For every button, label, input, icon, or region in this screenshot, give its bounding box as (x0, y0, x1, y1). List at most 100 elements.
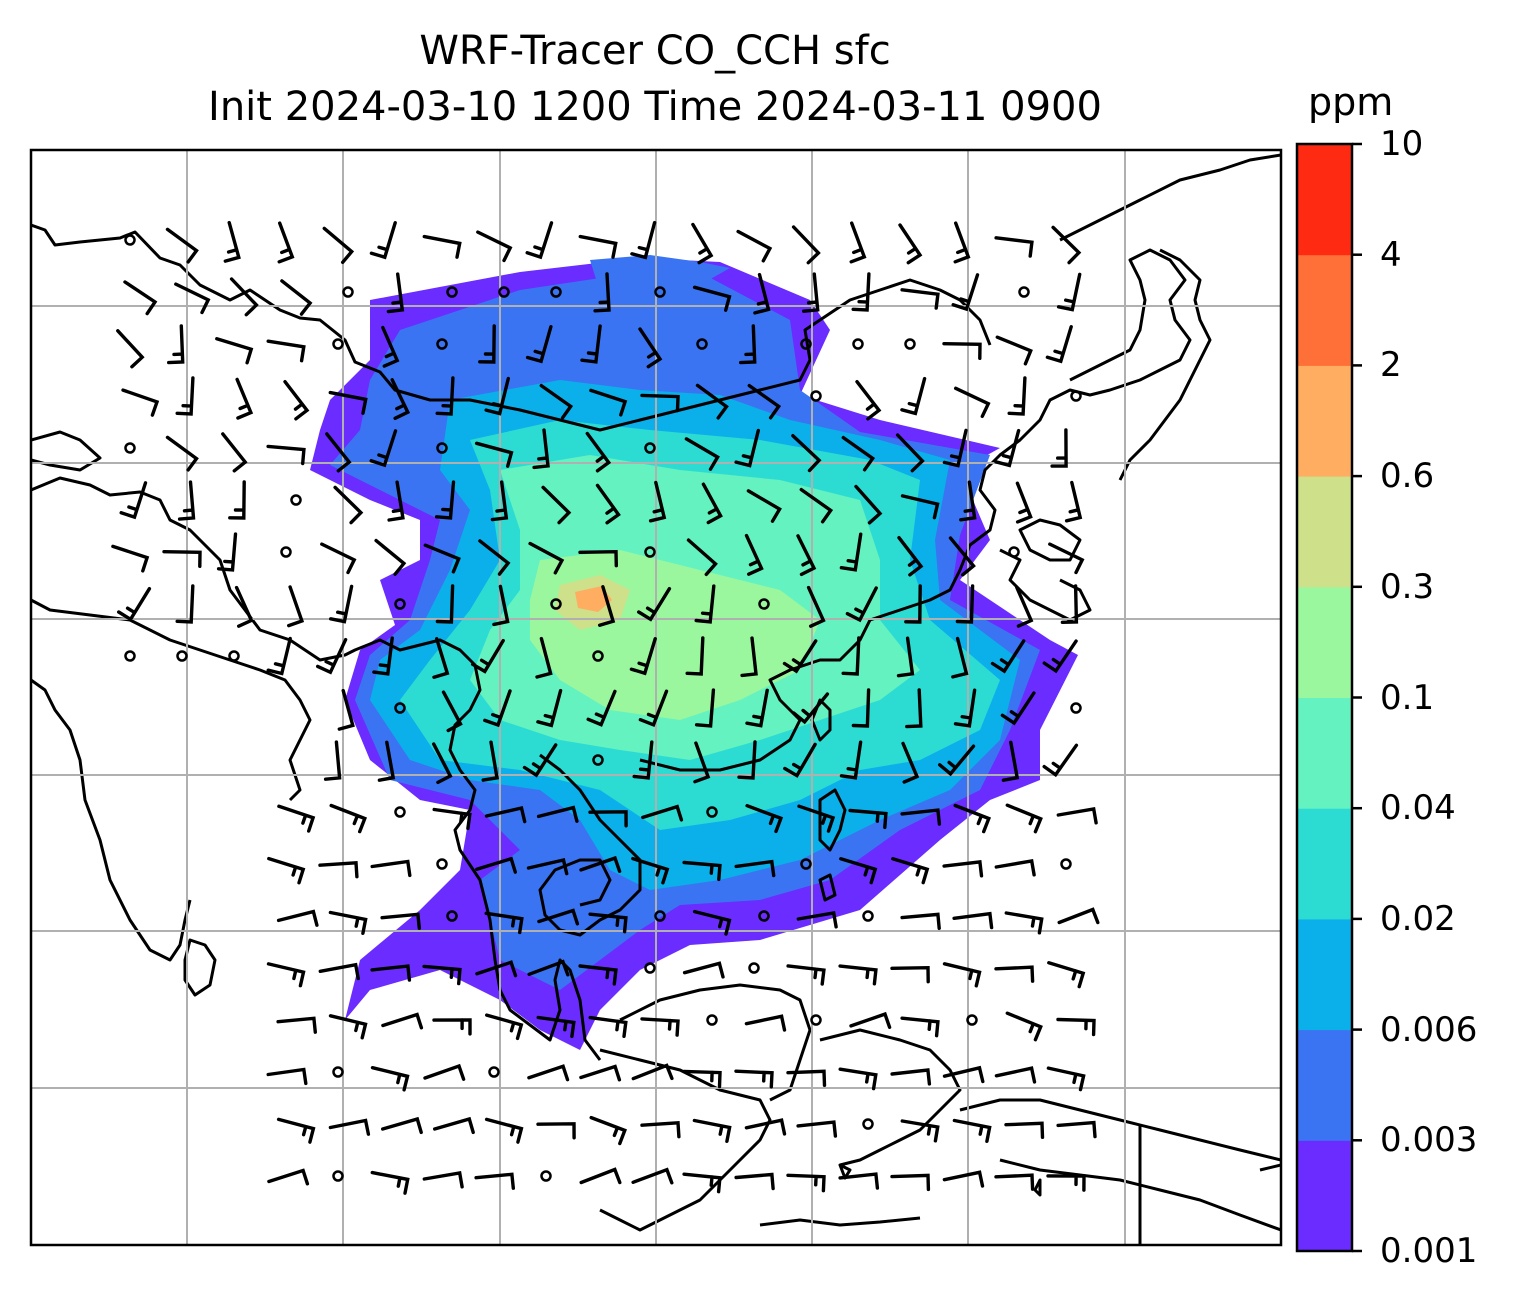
wind-barb (111, 544, 150, 573)
wind-barb (235, 377, 254, 420)
wind-barb (380, 912, 421, 930)
wind-barb (328, 910, 368, 935)
wind-barb (387, 480, 405, 522)
wind-barb (641, 804, 684, 822)
wind-barb (692, 285, 732, 312)
calm-wind-marker (644, 962, 656, 974)
calm-wind-marker (124, 234, 136, 246)
wind-barb (686, 538, 718, 577)
wind-barb (117, 587, 152, 622)
colorbar-tick-label: 0.003 (1380, 1120, 1478, 1161)
colorbar-tick-label: 4 (1380, 234, 1402, 275)
wind-barb (527, 1064, 570, 1082)
coastlines (31, 153, 1281, 1245)
calm-wind-marker (654, 286, 666, 298)
wind-barb (381, 1116, 423, 1135)
wind-barb (165, 227, 199, 264)
wind-barb (802, 272, 820, 313)
wind-barb (1015, 585, 1034, 628)
wind-barb (234, 585, 254, 628)
wind-barb (1064, 480, 1083, 523)
wind-barb (693, 741, 711, 784)
colorbar-swatch (1297, 144, 1352, 256)
wind-barb (786, 1173, 826, 1193)
wind-barb (938, 744, 976, 777)
calm-wind-marker (228, 650, 240, 662)
calm-wind-marker (1060, 858, 1072, 870)
calm-wind-marker (592, 754, 604, 766)
colorbar-swatch (1297, 476, 1352, 588)
wind-barb (229, 277, 259, 317)
wind-barb (589, 388, 628, 417)
wind-barb (484, 805, 527, 824)
wind-barb (1000, 691, 1036, 726)
wind-barb (900, 912, 941, 930)
wind-barb (845, 586, 878, 623)
calm-wind-marker (592, 650, 604, 662)
wind-barb (746, 489, 782, 523)
wind-barb (167, 324, 185, 365)
wind-barb (266, 444, 306, 466)
wind-barb (370, 859, 412, 878)
wind-barb (631, 856, 670, 885)
wind-barb (900, 1016, 940, 1038)
wind-barb (648, 480, 667, 523)
wind-barb (485, 1013, 524, 1041)
calm-wind-marker (800, 858, 812, 870)
wind-barb (593, 272, 611, 313)
wind-barb (900, 494, 940, 520)
wind-barb (838, 1067, 878, 1091)
wind-barb (539, 383, 574, 420)
calm-wind-marker (862, 1118, 874, 1130)
wind-barb (532, 428, 550, 470)
calm-wind-marker (904, 338, 916, 350)
wind-barb (630, 220, 657, 260)
wind-barb (1004, 911, 1044, 935)
wind-barb (595, 483, 621, 525)
wind-barb (942, 1065, 985, 1084)
wind-barb (329, 803, 368, 834)
colorbar-swatch (1297, 586, 1352, 698)
wind-barb (177, 480, 196, 521)
wind-barb (734, 1069, 774, 1089)
wind-barb (1042, 639, 1078, 674)
calm-wind-marker (758, 598, 770, 610)
wind-barb (381, 1012, 424, 1030)
calm-wind-marker (446, 910, 458, 922)
wind-barb (266, 636, 292, 676)
wind-barb (433, 1116, 475, 1135)
wind-barb (328, 1118, 371, 1136)
wind-barb (370, 1066, 410, 1092)
colorbar-tick-label: 0.04 (1380, 788, 1456, 829)
wind-barb (890, 965, 930, 984)
colorbar-tick-label: 0.02 (1380, 898, 1456, 939)
wind-barb (266, 339, 306, 363)
wind-barb (390, 378, 411, 420)
wind-barb (123, 280, 158, 316)
colorbar-tick-label: 0.006 (1380, 1009, 1478, 1050)
wind-barb (744, 1118, 787, 1136)
wind-barb (994, 965, 1035, 983)
wind-barb (528, 541, 565, 575)
calm-wind-marker (966, 1014, 978, 1026)
wind-barb (898, 223, 923, 265)
calm-wind-marker (332, 1066, 344, 1078)
wind-barb (329, 584, 354, 624)
wind-barb (994, 236, 1034, 258)
wind-barb (1056, 807, 1098, 825)
wind-barb (990, 639, 1026, 674)
wind-barb (476, 230, 513, 263)
calm-wind-marker (644, 546, 656, 558)
wind-barb (692, 1118, 732, 1143)
wind-barbs (111, 220, 1100, 1195)
calm-wind-marker (498, 286, 510, 298)
wind-barb (541, 485, 572, 525)
wind-barb (1046, 1066, 1086, 1092)
calm-wind-marker (1008, 546, 1020, 558)
wind-barb (432, 1018, 472, 1036)
map-panel (31, 150, 1281, 1245)
wind-barb (276, 1117, 316, 1144)
wind-barb (682, 1069, 722, 1089)
wind-barb (322, 226, 355, 264)
